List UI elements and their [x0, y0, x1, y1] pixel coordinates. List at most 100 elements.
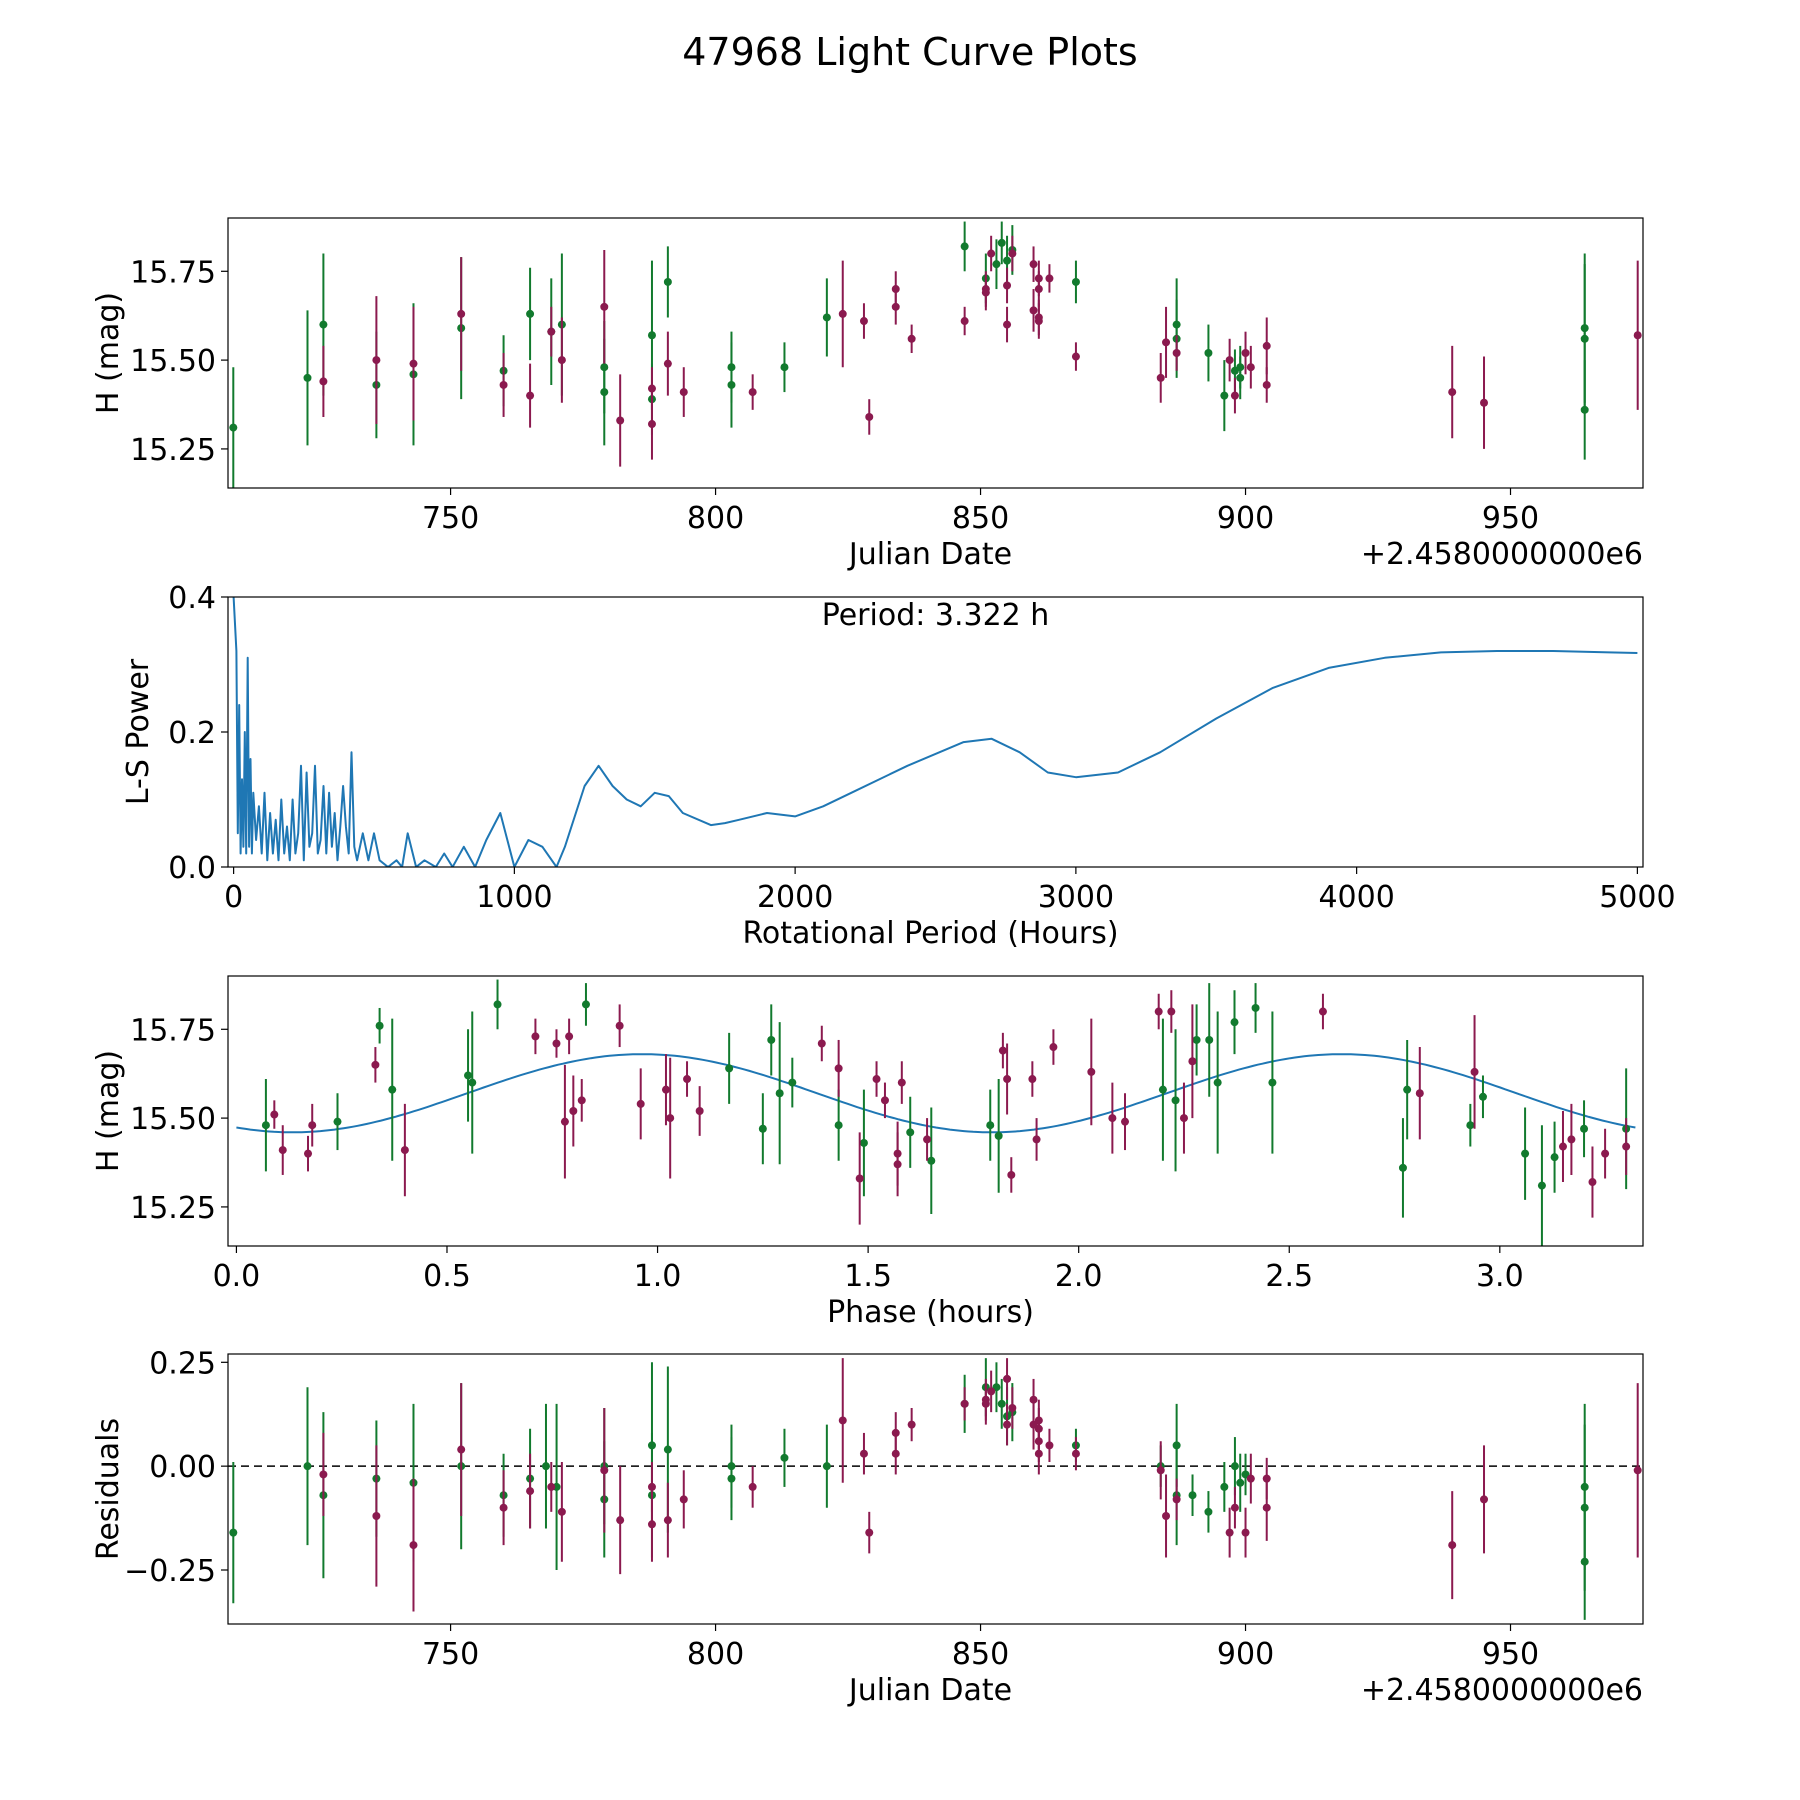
- y-axis-label: H (mag): [91, 1050, 126, 1172]
- data-point: [1003, 320, 1012, 329]
- data-point: [1220, 391, 1229, 400]
- data-point: [897, 1078, 906, 1087]
- data-point: [1108, 1114, 1117, 1123]
- x-tick-label: 2.5: [1265, 1259, 1313, 1294]
- x-tick-label: 1.5: [844, 1259, 892, 1294]
- data-point: [1172, 349, 1181, 357]
- data-point: [1580, 334, 1589, 343]
- data-point: [1588, 1178, 1597, 1187]
- x-tick-label: 4000: [1318, 880, 1394, 915]
- data-point: [1154, 1007, 1163, 1016]
- data-point: [1478, 1092, 1487, 1101]
- data-point: [1262, 341, 1271, 350]
- y-tick-label: 15.50: [130, 344, 216, 379]
- data-point: [994, 1131, 1003, 1140]
- x-tick-label: 2.0: [1055, 1259, 1103, 1294]
- data-point: [229, 1528, 238, 1537]
- data-point: [1007, 1170, 1016, 1179]
- data-point: [1230, 1503, 1239, 1512]
- data-point: [960, 1399, 969, 1408]
- data-point: [1156, 1466, 1165, 1475]
- data-point: [1480, 398, 1489, 407]
- data-point: [1567, 1135, 1576, 1144]
- data-point: [986, 1121, 995, 1130]
- y-tick-label: 0.0: [168, 851, 216, 886]
- data-point: [499, 1503, 508, 1512]
- data-point: [987, 1387, 996, 1396]
- data-point: [780, 363, 789, 372]
- data-point: [1087, 1067, 1096, 1076]
- data-point: [526, 309, 535, 318]
- data-point: [1071, 352, 1080, 361]
- x-axis-label: Julian Date: [847, 1673, 1012, 1708]
- data-point: [400, 1146, 409, 1155]
- data-point: [457, 1445, 466, 1454]
- series-green: [229, 221, 1589, 488]
- data-point: [372, 1512, 381, 1520]
- x-offset-label: +2.4580000000e6: [1361, 1673, 1643, 1708]
- data-point: [834, 1121, 843, 1130]
- chart-lightcurve: 750 800 850 900 950 15.25 15.50 15.75 Julian Dat…: [91, 217, 1644, 572]
- x-tick-label: 850: [952, 1637, 1009, 1672]
- data-point: [1448, 388, 1457, 397]
- axes-frame: [227, 217, 1644, 489]
- plot-area: [236, 979, 1636, 1246]
- x-tick-label: 800: [687, 501, 744, 536]
- plot-area: [229, 221, 1642, 488]
- data-point: [464, 1071, 473, 1080]
- y-tick-label: 0.25: [149, 1346, 216, 1381]
- data-point: [775, 1089, 784, 1098]
- data-point: [647, 1520, 656, 1529]
- data-point: [960, 317, 969, 326]
- data-point: [1230, 391, 1239, 400]
- data-point: [1220, 1482, 1229, 1491]
- data-point: [1241, 1528, 1250, 1537]
- data-point: [600, 363, 609, 372]
- data-point: [1029, 306, 1038, 315]
- axes-frame: [227, 1353, 1644, 1625]
- data-point: [992, 260, 1001, 269]
- data-point: [822, 1462, 831, 1471]
- data-point: [923, 1135, 932, 1144]
- data-point: [1470, 1067, 1479, 1076]
- data-point: [1003, 281, 1012, 290]
- data-point: [666, 1114, 675, 1123]
- data-point: [907, 1420, 916, 1429]
- x-tick-label: 900: [1217, 501, 1274, 536]
- x-offset-label: +2.4580000000e6: [1361, 537, 1643, 572]
- data-point: [261, 1121, 270, 1130]
- data-point: [1003, 1374, 1012, 1383]
- x-tick-label: 5000: [1599, 880, 1675, 915]
- period-annotation: Period: 3.322 h: [822, 598, 1050, 633]
- data-point: [859, 317, 868, 326]
- data-point: [1550, 1153, 1559, 1162]
- data-point: [997, 238, 1006, 247]
- data-point: [1580, 405, 1589, 414]
- data-point: [727, 1474, 736, 1483]
- data-point: [872, 1075, 881, 1084]
- data-point: [663, 277, 672, 286]
- data-point: [1633, 331, 1642, 340]
- figure-title: 47968 Light Curve Plots: [682, 30, 1137, 74]
- data-point: [661, 1085, 670, 1094]
- data-point: [727, 380, 736, 389]
- data-point: [1236, 1478, 1245, 1487]
- data-point: [1171, 1096, 1180, 1105]
- x-tick-label: 850: [952, 501, 1009, 536]
- data-point: [615, 1021, 624, 1030]
- data-point: [229, 423, 238, 432]
- data-point: [817, 1039, 826, 1048]
- periodogram-line: [232, 597, 1638, 867]
- data-point: [838, 309, 847, 318]
- x-tick-label: 0.5: [423, 1259, 471, 1294]
- data-point: [1188, 1491, 1197, 1500]
- data-point: [838, 1416, 847, 1425]
- data-point: [695, 1107, 704, 1115]
- data-point: [1032, 1135, 1041, 1144]
- data-point: [927, 1156, 936, 1165]
- series-purple: [319, 1358, 1642, 1612]
- data-point: [1188, 1057, 1197, 1066]
- data-point: [997, 1399, 1006, 1408]
- data-point: [748, 1482, 757, 1491]
- data-point: [1580, 1557, 1589, 1566]
